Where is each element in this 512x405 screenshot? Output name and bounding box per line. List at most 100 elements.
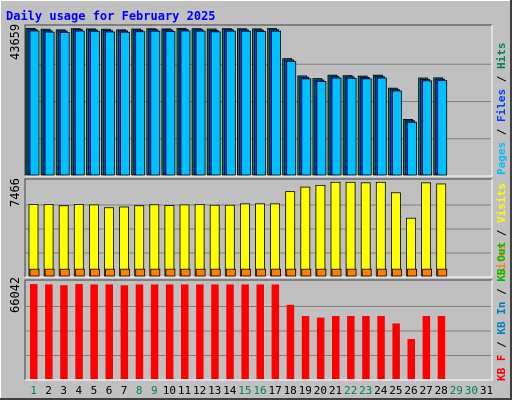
bar-kbf-day-28 bbox=[437, 315, 446, 379]
x-label-day-2: 2 bbox=[45, 384, 52, 397]
legend-bottom: KB F / KB In / KB Out bbox=[495, 242, 508, 381]
legend-bottom-separator: / bbox=[495, 335, 508, 355]
x-label-day-21: 21 bbox=[329, 384, 342, 397]
x-label-day-22: 22 bbox=[344, 384, 357, 397]
x-label-day-25: 25 bbox=[389, 384, 402, 397]
bar-visits-day-26 bbox=[406, 217, 416, 277]
bar-sites-day-10 bbox=[165, 268, 176, 277]
bar-kbf-day-8 bbox=[135, 284, 144, 379]
bar-sites-day-24 bbox=[376, 268, 387, 277]
bar-visits-day-23 bbox=[360, 182, 371, 277]
legend-top-item-hits: Hits bbox=[495, 43, 508, 70]
bar-sites-day-6 bbox=[105, 268, 115, 277]
bar-pages-day-8 bbox=[135, 31, 146, 176]
legend-bottom-item-kb-out: KB Out bbox=[495, 242, 508, 282]
bottom-max-label: 66042 bbox=[8, 277, 22, 313]
bar-visits-day-19 bbox=[300, 186, 311, 277]
bar-sites-day-15 bbox=[240, 268, 251, 277]
bar-kbf-day-5 bbox=[90, 284, 98, 379]
bar-pages-day-27 bbox=[422, 80, 433, 176]
bar-sites-day-14 bbox=[225, 268, 236, 277]
bar-sites-day-11 bbox=[180, 268, 191, 277]
bar-kbf-day-15 bbox=[241, 284, 249, 379]
bar-sites-day-7 bbox=[120, 268, 130, 277]
x-axis-labels: 1 2 3 4 5 6 7 8 9 10 11 12 13 14 15 16 17 18 19 20 21 22 23 24 2… bbox=[30, 384, 493, 397]
bar-kbf-day-22 bbox=[347, 315, 355, 379]
bar-pages-day-17 bbox=[271, 30, 282, 176]
legend-top-item-files: Files bbox=[495, 89, 508, 122]
bar-sites-day-16 bbox=[256, 268, 266, 277]
x-label-day-11: 11 bbox=[178, 384, 191, 397]
x-label-day-30: 30 bbox=[465, 384, 478, 397]
bar-pages-day-18 bbox=[286, 61, 297, 176]
bar-visits-day-25 bbox=[390, 192, 401, 277]
bar-sites-day-20 bbox=[316, 268, 327, 277]
bar-kbf-day-14 bbox=[226, 284, 234, 379]
bar-sites-day-26 bbox=[407, 268, 417, 277]
bar-kbf-day-18 bbox=[286, 304, 295, 379]
bar-pages-day-9 bbox=[150, 30, 161, 176]
bar-visits-day-28 bbox=[436, 183, 447, 277]
panel-0-border-light bbox=[25, 25, 493, 177]
bar-pages-day-10 bbox=[165, 31, 176, 176]
bar-kbf-day-25 bbox=[392, 323, 400, 379]
x-label-day-6: 6 bbox=[106, 384, 113, 397]
bar-visits-day-11 bbox=[179, 204, 190, 277]
legend-top-separator: / bbox=[495, 122, 508, 142]
bar-visits-day-22 bbox=[345, 181, 356, 277]
bar-pages-day-4 bbox=[74, 30, 85, 176]
bar-pages-day-15 bbox=[240, 30, 251, 176]
bar-kbf-day-17 bbox=[271, 284, 280, 379]
x-label-day-26: 26 bbox=[404, 384, 417, 397]
bar-pages-day-23 bbox=[361, 78, 372, 176]
top-max-label: 43659 bbox=[8, 24, 22, 60]
panel-2-border-light bbox=[25, 280, 493, 381]
bar-visits-day-4 bbox=[73, 204, 84, 277]
x-label-day-27: 27 bbox=[419, 384, 432, 397]
legend-top-separator: / bbox=[495, 69, 508, 89]
chart-title: Daily usage for February 2025 bbox=[6, 9, 216, 23]
bar-kbf-day-26 bbox=[407, 339, 415, 379]
bar-pages-day-12 bbox=[195, 30, 206, 176]
bar-pages-day-25 bbox=[391, 90, 402, 176]
bar-kbf-day-2 bbox=[45, 284, 53, 379]
panel-2-border-dark bbox=[24, 279, 492, 380]
bar-visits-day-5 bbox=[89, 204, 99, 277]
bar-kbf-day-7 bbox=[120, 285, 129, 379]
bar-sites-day-3 bbox=[59, 268, 70, 277]
bar-kbf-day-27 bbox=[422, 315, 431, 379]
bar-visits-day-7 bbox=[119, 206, 129, 277]
bar-visits-day-18 bbox=[285, 191, 296, 277]
legend-top: Pages / Files / Hits bbox=[495, 43, 508, 176]
x-label-day-19: 19 bbox=[299, 384, 312, 397]
legend-bottom-item-kb-f: KB F bbox=[495, 355, 508, 382]
bar-visits-day-27 bbox=[421, 182, 432, 277]
bar-sites-day-4 bbox=[74, 268, 85, 277]
bar-kbf-day-4 bbox=[75, 284, 83, 379]
x-label-day-14: 14 bbox=[223, 384, 237, 397]
bar-visits-day-12 bbox=[194, 204, 205, 277]
bar-visits-day-3 bbox=[58, 205, 69, 277]
bar-kbf-day-19 bbox=[301, 315, 310, 379]
panel-1-border-light bbox=[25, 179, 493, 278]
bar-sites-day-19 bbox=[301, 268, 312, 277]
x-label-day-17: 17 bbox=[268, 384, 281, 397]
bar-sites-day-18 bbox=[286, 268, 297, 277]
bar-visits-day-17 bbox=[270, 203, 281, 277]
legend-middle-text: Sites / Visits bbox=[495, 183, 508, 276]
legend-middle: Sites / Visits bbox=[495, 183, 508, 276]
bar-kbf-day-1 bbox=[30, 284, 38, 379]
x-label-day-23: 23 bbox=[359, 384, 372, 397]
bar-sites-day-28 bbox=[437, 268, 448, 277]
x-label-day-24: 24 bbox=[374, 384, 388, 397]
bar-visits-day-10 bbox=[164, 205, 175, 277]
bar-sites-day-23 bbox=[361, 268, 372, 277]
bar-sites-day-5 bbox=[90, 268, 100, 277]
bar-kbf-day-23 bbox=[362, 315, 370, 379]
bar-visits-day-8 bbox=[134, 205, 145, 277]
bar-pages-day-21 bbox=[331, 77, 342, 176]
bars-top bbox=[25, 27, 448, 176]
bar-pages-day-24 bbox=[376, 77, 387, 176]
